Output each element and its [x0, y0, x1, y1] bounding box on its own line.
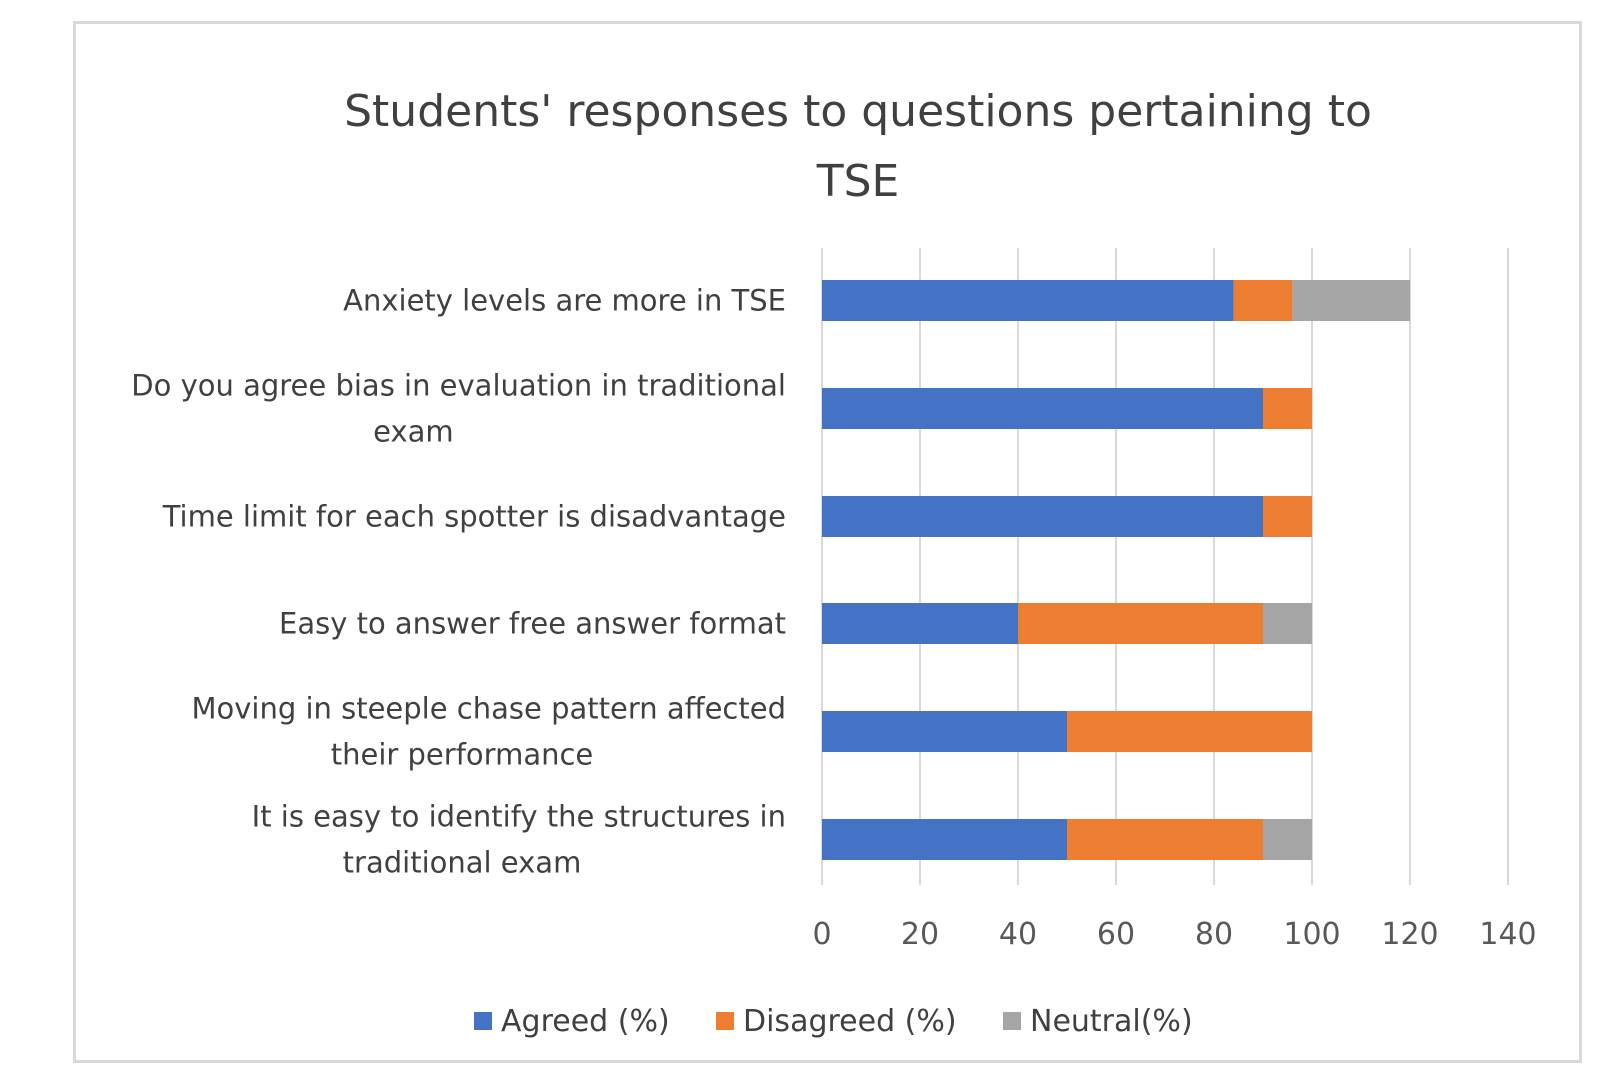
bar-segment — [1067, 711, 1312, 752]
chart-title-line: TSE — [816, 156, 900, 207]
x-tick-label: 40 — [999, 917, 1037, 952]
bar-segment — [1067, 819, 1263, 860]
legend: Agreed (%) Disagreed (%) Neutral(%) — [474, 1004, 1193, 1039]
x-tick-label: 120 — [1381, 917, 1438, 952]
x-tick-label: 80 — [1195, 917, 1233, 952]
bar-segment — [822, 711, 1067, 752]
category-label: Moving in steeple chase pattern affected — [191, 692, 786, 726]
bar-segment — [1292, 280, 1410, 321]
category-label: It is easy to identify the structures in — [252, 800, 786, 834]
category-label: Time limit for each spotter is disadvant… — [162, 500, 786, 534]
category-label: Anxiety levels are more in TSE — [343, 284, 786, 318]
category-labels: Anxiety levels are more in TSE Do you agr… — [131, 284, 786, 880]
bar-segment — [822, 496, 1263, 537]
bar-segment — [1263, 388, 1312, 429]
legend-swatch — [1003, 1012, 1021, 1030]
bars — [822, 280, 1410, 860]
legend-label: Neutral(%) — [1030, 1004, 1193, 1039]
x-tick-label: 140 — [1479, 917, 1536, 952]
x-tick-label: 60 — [1097, 917, 1135, 952]
legend-swatch — [716, 1012, 734, 1030]
bar-segment — [1018, 603, 1263, 644]
bar-segment — [822, 603, 1018, 644]
legend-label: Agreed (%) — [501, 1004, 670, 1039]
legend-swatch — [474, 1012, 492, 1030]
chart-frame — [73, 21, 1582, 1063]
x-tick-label: 100 — [1283, 917, 1340, 952]
x-tick-label: 20 — [901, 917, 939, 952]
chart-title: Students' responses to questions pertain… — [344, 86, 1372, 207]
category-label: exam — [373, 415, 454, 449]
gridlines — [821, 248, 1509, 885]
x-axis-ticks: 0 20 40 60 80 100 120 140 — [812, 917, 1536, 952]
bar-segment — [1233, 280, 1293, 321]
category-label: Do you agree bias in evaluation in tradi… — [131, 369, 786, 403]
bar-segment — [822, 388, 1263, 429]
bar-segment — [1263, 496, 1312, 537]
bar-segment — [1263, 819, 1312, 860]
chart-title-line: Students' responses to questions pertain… — [344, 86, 1372, 137]
bar-segment — [1263, 603, 1312, 644]
category-label: Easy to answer free answer format — [279, 607, 786, 641]
bar-segment — [822, 280, 1234, 321]
category-label: their performance — [331, 738, 594, 772]
x-tick-label: 0 — [812, 917, 831, 952]
bar-segment — [822, 819, 1067, 860]
legend-label: Disagreed (%) — [743, 1004, 957, 1039]
category-label: traditional exam — [343, 846, 582, 880]
